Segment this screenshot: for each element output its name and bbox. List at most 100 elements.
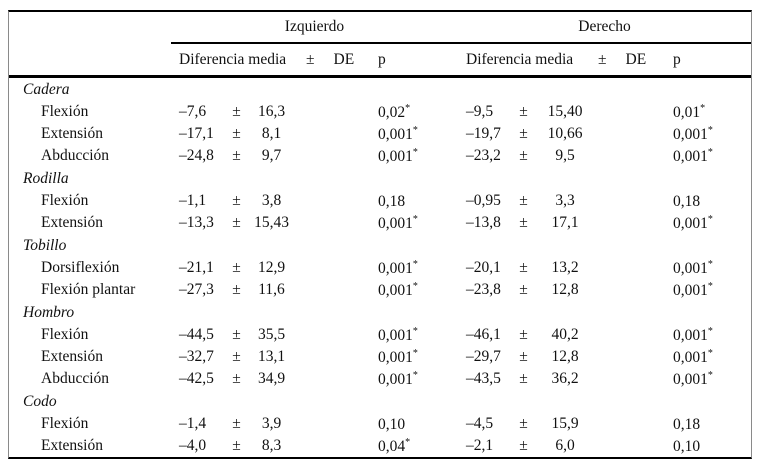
right-mean: –9,5 xyxy=(466,103,494,120)
left-de: 9,7 xyxy=(261,147,282,164)
right-p-value: 0,001 xyxy=(673,125,708,143)
right-group-header: Derecho xyxy=(458,12,751,44)
row-label: Abducción xyxy=(41,370,110,387)
table-row: Dorsiflexión –21,1 ± 12,9 0,001* –20,1 ±… xyxy=(9,257,751,279)
right-sig-asterisk: * xyxy=(707,280,713,292)
left-de: 13,1 xyxy=(257,348,286,365)
right-pm-header: ± xyxy=(598,50,607,68)
left-mean: –13,3 xyxy=(179,214,214,231)
left-mean: –42,5 xyxy=(179,370,214,387)
left-pm: ± xyxy=(232,147,241,164)
right-pm: ± xyxy=(519,125,528,142)
right-pm: ± xyxy=(519,281,528,298)
left-p: 0,001* xyxy=(371,348,458,367)
right-de: 9,5 xyxy=(555,147,575,164)
left-p: 0,001* xyxy=(371,214,458,233)
right-sig-asterisk: * xyxy=(707,213,713,225)
right-p: 0,18 xyxy=(661,192,751,211)
right-p: 0,001* xyxy=(661,370,751,389)
left-pm: ± xyxy=(232,326,241,343)
left-de: 3,8 xyxy=(261,192,282,209)
right-p-value: 0,001 xyxy=(673,214,708,232)
right-de: 3,3 xyxy=(555,192,575,209)
left-p-value: 0,001 xyxy=(378,370,413,388)
left-p-value: 0,001 xyxy=(378,147,413,165)
right-p-value: 0,001 xyxy=(673,259,708,277)
row-label: Abducción xyxy=(41,147,110,164)
left-pm: ± xyxy=(232,437,241,454)
left-p-value: 0,02 xyxy=(378,103,406,121)
table-group-row: Cadera xyxy=(9,78,751,101)
left-p: 0,001* xyxy=(371,259,458,278)
right-p: 0,10 xyxy=(661,437,751,456)
table-group-row: Tobillo xyxy=(9,234,751,257)
left-pm: ± xyxy=(232,192,241,209)
right-pm: ± xyxy=(519,103,528,120)
right-pm: ± xyxy=(519,259,528,276)
left-p-value: 0,001 xyxy=(378,348,413,366)
group-label: Codo xyxy=(23,392,57,410)
left-pm-de-header: ± DE xyxy=(298,51,371,69)
left-p-value: 0,001 xyxy=(378,214,413,232)
right-mean: –29,7 xyxy=(466,348,501,365)
left-p-value: 0,001 xyxy=(378,259,413,277)
left-pm-header: ± xyxy=(306,50,315,68)
right-mean: –46,1 xyxy=(466,326,501,343)
right-sig-asterisk: * xyxy=(707,124,713,136)
left-sig-asterisk: * xyxy=(412,258,418,270)
left-de: 34,9 xyxy=(257,370,286,387)
right-p-value: 0,001 xyxy=(673,281,708,299)
results-table: Izquierdo Derecho Diferencia media ± DE … xyxy=(8,10,752,459)
right-mean-header: Diferencia media xyxy=(466,50,574,68)
left-pm: ± xyxy=(232,125,241,142)
right-p-value: 0,001 xyxy=(673,326,708,344)
right-pm: ± xyxy=(519,370,528,387)
right-p: 0,001* xyxy=(661,326,751,345)
row-label: Extensión xyxy=(41,348,103,365)
right-p: 0,001* xyxy=(661,348,751,367)
group-header-row: Izquierdo Derecho xyxy=(9,12,751,44)
right-pm: ± xyxy=(519,326,528,343)
left-p-value: 0,001 xyxy=(378,281,413,299)
left-pm: ± xyxy=(232,415,241,432)
right-de: 13,2 xyxy=(551,259,579,276)
row-label: Dorsiflexión xyxy=(41,259,120,276)
left-mean: –1,4 xyxy=(179,415,207,432)
table-row: Flexión –44,5 ± 35,5 0,001* –46,1 ± 40,2… xyxy=(9,324,751,346)
left-p-value: 0,001 xyxy=(378,326,413,344)
right-mean: –43,5 xyxy=(466,370,501,387)
left-p: 0,001* xyxy=(371,326,458,345)
column-header-row: Diferencia media ± DE p Diferencia media… xyxy=(9,44,751,78)
table-row: Extensión –13,3 ± 15,43 0,001* –13,8 ± 1… xyxy=(9,212,751,234)
table-body: Cadera Flexión –7,6 ± 16,3 0,02* –9,5 ± … xyxy=(9,78,751,457)
left-p: 0,001* xyxy=(371,125,458,144)
right-p-value: 0,001 xyxy=(673,348,708,366)
left-p: 0,001* xyxy=(371,281,458,300)
table-group-row: Rodilla xyxy=(9,167,751,190)
left-p: 0,02* xyxy=(371,103,458,122)
left-pm: ± xyxy=(232,214,241,231)
right-p: 0,001* xyxy=(661,147,751,166)
right-p: 0,001* xyxy=(661,281,751,300)
left-pm: ± xyxy=(232,103,241,120)
right-de: 15,9 xyxy=(551,415,579,432)
row-label: Extensión xyxy=(41,437,103,454)
right-de: 15,40 xyxy=(547,103,583,120)
right-p: 0,001* xyxy=(661,214,751,233)
right-sig-asterisk: * xyxy=(707,347,713,359)
table-row: Abducción –42,5 ± 34,9 0,001* –43,5 ± 36… xyxy=(9,368,751,390)
left-sig-asterisk: * xyxy=(412,347,418,359)
row-label: Flexión plantar xyxy=(41,281,136,298)
right-de: 36,2 xyxy=(551,370,579,387)
left-pm: ± xyxy=(232,348,241,365)
left-mean: –27,3 xyxy=(179,281,214,298)
left-p-value: 0,18 xyxy=(378,192,406,210)
left-p: 0,10 xyxy=(371,415,458,434)
right-de: 10,66 xyxy=(547,125,583,142)
right-pm: ± xyxy=(519,192,528,209)
left-p-value: 0,04 xyxy=(378,437,406,455)
left-de: 11,6 xyxy=(258,281,285,298)
left-sig-asterisk: * xyxy=(412,213,418,225)
left-p: 0,001* xyxy=(371,370,458,389)
right-mean: –2,1 xyxy=(466,437,494,454)
